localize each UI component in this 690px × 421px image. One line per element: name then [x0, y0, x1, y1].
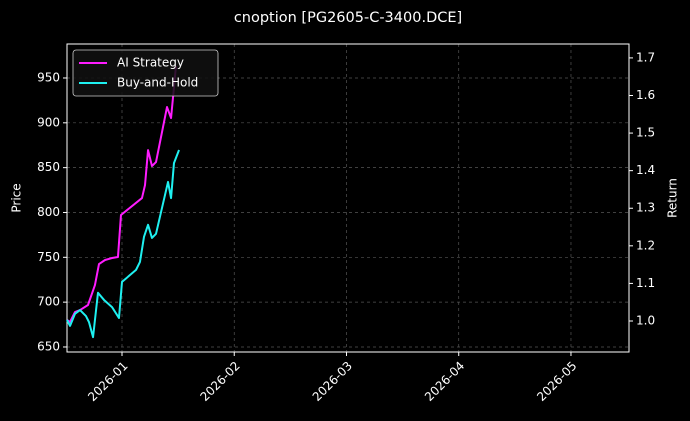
y2-tick-label: 1.4 — [636, 163, 655, 177]
y2-tick-label: 1.1 — [636, 276, 655, 290]
y-axis-label: Price — [10, 183, 24, 212]
y2-tick-label: 1.3 — [636, 201, 655, 215]
series-line — [66, 149, 180, 339]
y2-tick-label: 1.0 — [636, 313, 655, 327]
y2-axis-label: Return — [666, 178, 680, 218]
plot-frame — [66, 43, 630, 353]
y-tick-label: 750 — [37, 250, 60, 264]
y2-tick-label: 1.2 — [636, 238, 655, 252]
y-tick-label: 950 — [37, 70, 60, 84]
y-tick-label: 700 — [37, 295, 60, 309]
chart-title: cnoption [PG2605-C-3400.DCE] — [234, 10, 462, 26]
y2-tick-label: 1.7 — [636, 50, 655, 64]
legend-label: Buy-and-Hold — [117, 76, 198, 90]
legend-box — [72, 49, 219, 97]
y-tick-label: 850 — [37, 160, 60, 174]
y2-tick-label: 1.6 — [636, 88, 655, 102]
y2-tick-label: 1.5 — [636, 126, 655, 140]
y-tick-label: 650 — [37, 339, 60, 353]
legend-label: AI Strategy — [117, 56, 184, 70]
y-tick-label: 900 — [37, 115, 60, 129]
legend: AI Strategy Buy-and-Hold — [72, 49, 219, 97]
y-tick-label: 800 — [37, 205, 60, 219]
